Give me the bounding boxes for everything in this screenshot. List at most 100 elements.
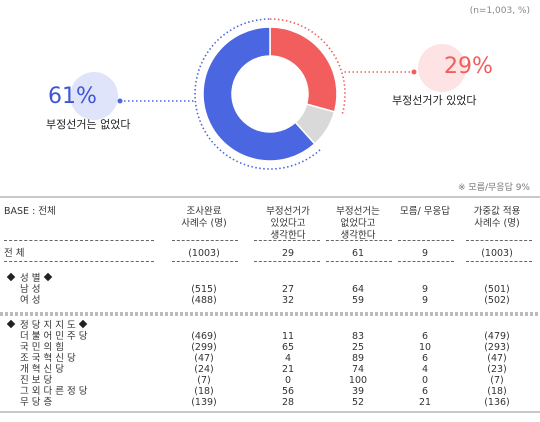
- table-row: 국 민 의 힘 (299) 65 25 10 (293): [0, 342, 540, 353]
- cell: (18): [487, 386, 507, 397]
- donut-slice-0: [269, 26, 338, 113]
- cell: (488): [191, 295, 217, 306]
- total-underline: [0, 259, 540, 265]
- no-response-note: ※ 모름/무응답 9%: [458, 183, 530, 193]
- cell: (502): [484, 295, 510, 306]
- row-label: 국 민 의 힘: [20, 342, 65, 353]
- cell: 65: [281, 342, 295, 353]
- left-callout-caption: 부정선거는 없었다: [46, 118, 131, 131]
- cell: 28: [281, 397, 295, 408]
- table-row-total: 전 체 (1003) 29 61 9 (1003): [0, 248, 540, 259]
- left-callout-bubble: [70, 72, 118, 120]
- cell: 0: [284, 375, 292, 386]
- right-callout-percent: 29%: [444, 54, 493, 79]
- cell: (18): [194, 386, 214, 397]
- cell: 59: [351, 295, 365, 306]
- cell: (515): [191, 284, 217, 295]
- group-title: 성 별: [4, 272, 154, 284]
- cell: (24): [194, 364, 214, 375]
- donut-chart: [117, 18, 417, 170]
- cell: (293): [484, 342, 510, 353]
- cell: (136): [484, 397, 510, 408]
- cell: 21: [418, 397, 432, 408]
- cell: 83: [351, 331, 365, 342]
- table-row: 더 불 어 민 주 당 (469) 11 83 6 (479): [0, 331, 540, 342]
- table-row: 남 성 (515) 27 64 9 (501): [0, 284, 540, 295]
- cell: 39: [351, 386, 365, 397]
- cell: 25: [351, 342, 365, 353]
- table-bottom-rule: [0, 411, 540, 413]
- cell: (501): [484, 284, 510, 295]
- cell: (139): [191, 397, 217, 408]
- cell: 27: [281, 284, 295, 295]
- table-header: BASE : 전체 조사완료 사례수 (명) 부정선거가 있었다고 생각한다 부…: [0, 198, 540, 241]
- crosstab-table: BASE : 전체 조사완료 사례수 (명) 부정선거가 있었다고 생각한다 부…: [0, 196, 540, 413]
- row-label: 전 체: [4, 248, 25, 259]
- cell: 32: [281, 295, 295, 306]
- header-col-4: 모름/ 무응답: [400, 206, 450, 217]
- group-title: 정 당 지 지 도: [4, 319, 154, 331]
- cell: 64: [351, 284, 365, 295]
- right-leader-line-dot: [411, 69, 417, 75]
- cell: 9: [421, 284, 429, 295]
- cell: (479): [484, 331, 510, 342]
- table-top-rule: [0, 196, 540, 198]
- cell: 21: [281, 364, 295, 375]
- cell: 29: [281, 248, 295, 259]
- cell: (299): [191, 342, 217, 353]
- row-label: 개 혁 신 당: [20, 364, 65, 375]
- group-title-gender: 성 별: [0, 272, 540, 284]
- group-separator: [0, 312, 540, 316]
- row-label: 무 당 층: [20, 397, 53, 408]
- cell: (47): [194, 353, 214, 364]
- right-callout-caption: 부정선거가 있었다: [392, 94, 477, 107]
- cell: 74: [351, 364, 365, 375]
- diamond-bullet-icon: [6, 319, 16, 329]
- diamond-bullet-icon: [78, 319, 88, 329]
- red-guide-arc: [269, 18, 346, 115]
- table-row: 진 보 당 (7) 0 100 0 (7): [0, 375, 540, 386]
- cell: (1003): [188, 248, 220, 259]
- sample-size-note: (n=1,003, %): [469, 6, 530, 16]
- cell: (469): [191, 331, 217, 342]
- table-row: 개 혁 신 당 (24) 21 74 4 (23): [0, 364, 540, 375]
- row-label: 더 불 어 민 주 당: [20, 331, 88, 342]
- blue-guide-arc: [194, 18, 321, 170]
- cell: 9: [421, 248, 429, 259]
- table-row: 그 외 다 른 정 당 (18) 56 39 6 (18): [0, 386, 540, 397]
- cell: 10: [418, 342, 432, 353]
- row-label: 남 성: [20, 284, 41, 295]
- cell: 9: [421, 295, 429, 306]
- cell: 4: [284, 353, 292, 364]
- cell: 6: [421, 353, 429, 364]
- diamond-bullet-icon: [6, 272, 16, 282]
- cell: 56: [281, 386, 295, 397]
- row-label: 그 외 다 른 정 당: [20, 386, 88, 397]
- cell: (1003): [481, 248, 513, 259]
- row-label: 조 국 혁 신 당: [20, 353, 76, 364]
- cell: 6: [421, 331, 429, 342]
- cell: (7): [490, 375, 504, 386]
- left-leader-line-dot: [117, 98, 123, 104]
- row-label: 진 보 당: [20, 375, 53, 386]
- cell: 89: [351, 353, 365, 364]
- header-underline: [0, 238, 540, 244]
- diamond-bullet-icon: [43, 272, 52, 282]
- cell: (47): [487, 353, 507, 364]
- cell: 61: [351, 248, 365, 259]
- cell: (23): [487, 364, 507, 375]
- left-callout-percent: 61%: [48, 84, 97, 109]
- cell: 0: [421, 375, 429, 386]
- header-col-2: 부정선거가 있었다고 생각한다: [266, 206, 310, 241]
- table-row: 무 당 층 (139) 28 52 21 (136): [0, 397, 540, 408]
- cell: 11: [281, 331, 295, 342]
- cell: 6: [421, 386, 429, 397]
- donut-slice-2: [202, 26, 316, 162]
- cell: 52: [351, 397, 365, 408]
- header-base: BASE : 전체: [4, 206, 56, 217]
- header-col-3: 부정선거는 없었다고 생각한다: [336, 206, 380, 241]
- header-col-5: 가중값 적용 사례수 (명): [473, 206, 521, 229]
- right-callout-bubble: [418, 44, 466, 92]
- row-label: 여 성: [20, 295, 41, 306]
- cell: 4: [421, 364, 429, 375]
